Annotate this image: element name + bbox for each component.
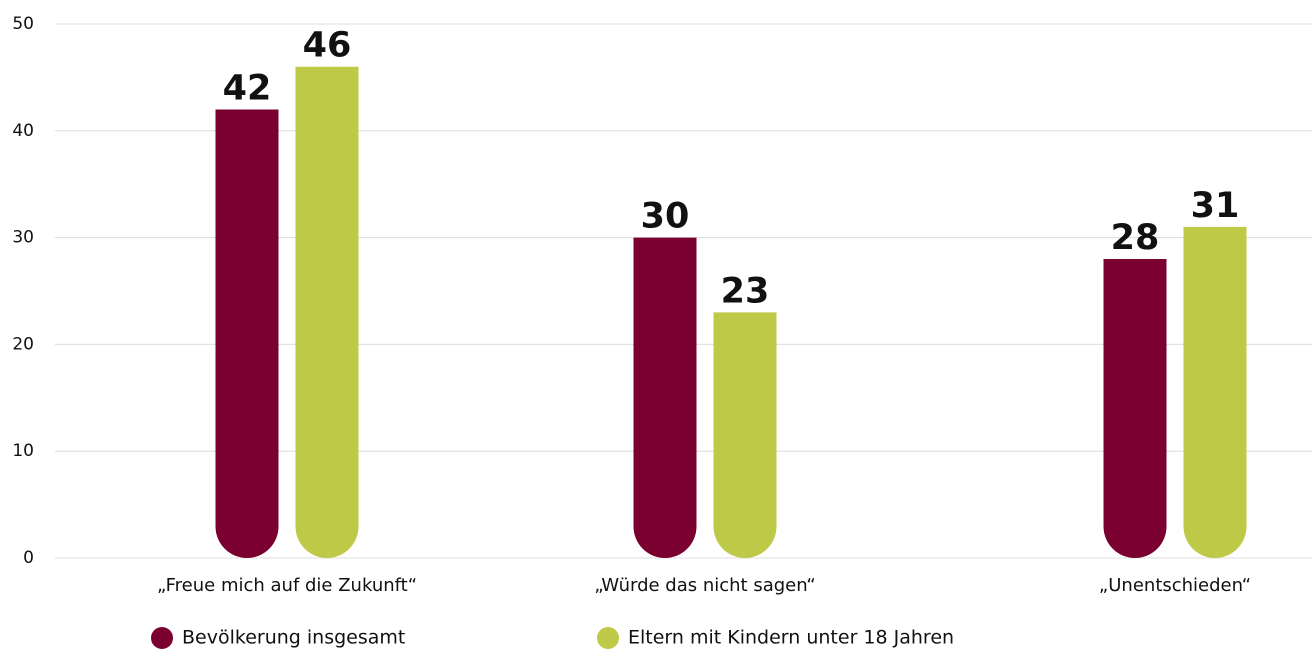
bar [215, 109, 279, 559]
legend-label: Eltern mit Kindern unter 18 Jahren [628, 627, 954, 649]
y-tick-label: 40 [12, 121, 34, 141]
bar [1183, 226, 1247, 559]
bar [1103, 258, 1167, 559]
legend-marker [151, 627, 173, 649]
y-tick-label: 20 [12, 334, 34, 354]
bar [633, 237, 697, 559]
legend-label: Bevölkerung insgesamt [182, 627, 405, 649]
y-tick-label: 30 [12, 228, 34, 248]
x-tick-label: „Freue mich auf die Zukunft“ [157, 575, 417, 596]
legend-marker [597, 627, 619, 649]
y-tick-label: 10 [12, 441, 34, 461]
bar [295, 66, 359, 559]
value-label: 31 [1191, 186, 1240, 226]
bar [713, 312, 777, 559]
y-tick-label: 0 [23, 548, 34, 568]
value-label: 28 [1111, 218, 1160, 258]
y-tick-label: 50 [12, 14, 34, 34]
x-tick-label: „Würde das nicht sagen“ [594, 575, 815, 596]
value-label: 30 [641, 197, 690, 237]
value-label: 42 [223, 68, 272, 108]
value-label: 46 [303, 26, 352, 66]
value-label: 23 [721, 271, 770, 311]
x-tick-label: „Unentschieden“ [1099, 575, 1251, 596]
